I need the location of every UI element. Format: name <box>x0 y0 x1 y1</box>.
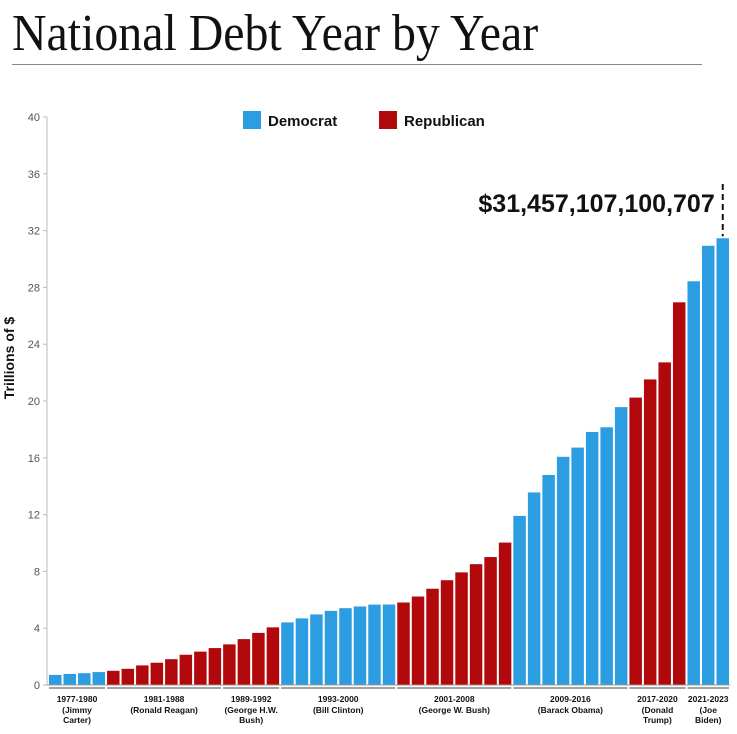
period-years-label: 2001-2008 <box>434 694 475 704</box>
period-president-label: (George H.W. Bush) <box>224 705 277 725</box>
bar-1991 <box>252 632 265 685</box>
y-tick-label: 8 <box>34 566 40 578</box>
period-president-label: (Joe Biden) <box>695 705 722 725</box>
period-years-label: 1981-1988 <box>144 694 185 704</box>
bar-2023 <box>716 238 729 685</box>
bar-2006 <box>469 564 483 685</box>
bar-2011 <box>542 474 555 685</box>
bar-2004 <box>440 580 454 685</box>
bar-2015 <box>600 427 613 685</box>
bar-2007 <box>484 557 497 685</box>
bar-2014 <box>585 431 599 685</box>
period-president-label: (Donald Trump) <box>642 705 674 725</box>
bar-2012 <box>556 456 570 685</box>
bar-1990 <box>237 639 251 685</box>
bar-2022 <box>701 245 715 686</box>
y-tick-label: 32 <box>28 226 40 238</box>
legend-label-republican: Republican <box>404 113 485 130</box>
bar-1986 <box>179 654 193 685</box>
bar-2009 <box>513 515 526 685</box>
period-years-label: 1977-1980 <box>57 694 98 704</box>
bar-2003 <box>426 588 439 685</box>
y-tick-label: 36 <box>28 169 40 181</box>
period-years-label: 1989-1992 <box>231 694 272 704</box>
period-president-label: (Barack Obama) <box>538 705 603 715</box>
bar-1984 <box>150 662 164 685</box>
y-tick-label: 4 <box>34 623 40 635</box>
period-years-label: 2009-2016 <box>550 694 591 704</box>
bar-1989 <box>223 644 236 685</box>
bar-1988 <box>208 648 222 685</box>
bar-2008 <box>498 542 512 685</box>
bar-2005 <box>455 572 468 685</box>
bar-1992 <box>266 627 280 685</box>
page-title: National Debt Year by Year <box>12 5 539 62</box>
bar-1994 <box>295 618 309 685</box>
bar-2016 <box>614 407 628 685</box>
period-years-label: 2021-2023 <box>688 694 729 704</box>
period-president-label: (Ronald Reagan) <box>130 705 198 715</box>
bar-2002 <box>411 596 425 685</box>
period-president-label: (Bill Clinton) <box>313 705 364 715</box>
bar-2018 <box>643 379 657 685</box>
y-tick-label: 0 <box>34 680 40 692</box>
bar-2021 <box>687 281 700 685</box>
period-president-label: (Jimmy Carter) <box>62 705 92 725</box>
bar-1977 <box>49 674 62 685</box>
bar-2020 <box>672 302 686 685</box>
legend-swatch-democrat <box>243 111 261 129</box>
bar-1978 <box>63 673 77 685</box>
bar-1981 <box>107 670 120 685</box>
bar-1980 <box>92 672 106 685</box>
bar-1982 <box>121 668 135 685</box>
y-tick-label: 16 <box>28 453 40 465</box>
bar-1996 <box>324 610 338 685</box>
y-tick-label: 40 <box>28 112 40 124</box>
bar-1983 <box>136 665 149 685</box>
period-years-label: 1993-2000 <box>318 694 359 704</box>
bar-1997 <box>339 608 352 685</box>
bar-1993 <box>281 622 294 685</box>
y-tick-label: 28 <box>28 282 40 294</box>
y-tick-label: 20 <box>28 396 40 408</box>
bar-1987 <box>194 651 207 685</box>
title-divider <box>12 64 702 65</box>
bar-1979 <box>78 673 91 685</box>
period-years-label: 2017-2020 <box>637 694 678 704</box>
bar-1998 <box>353 606 367 685</box>
bar-1985 <box>165 659 178 685</box>
y-tick-label: 24 <box>28 339 40 351</box>
y-tick-label: 12 <box>28 510 40 522</box>
legend-swatch-republican <box>379 111 397 129</box>
bar-1999 <box>368 604 381 685</box>
bar-2013 <box>571 447 584 685</box>
bar-2017 <box>629 397 642 685</box>
bar-1995 <box>310 614 323 685</box>
bar-2000 <box>382 604 396 685</box>
legend-label-democrat: Democrat <box>268 113 337 130</box>
bar-2019 <box>658 362 671 685</box>
bar-2001 <box>397 602 410 685</box>
period-president-label: (George W. Bush) <box>419 705 490 715</box>
bar-2010 <box>527 492 541 685</box>
debt-total-annotation: $31,457,107,100,707 <box>478 190 714 218</box>
